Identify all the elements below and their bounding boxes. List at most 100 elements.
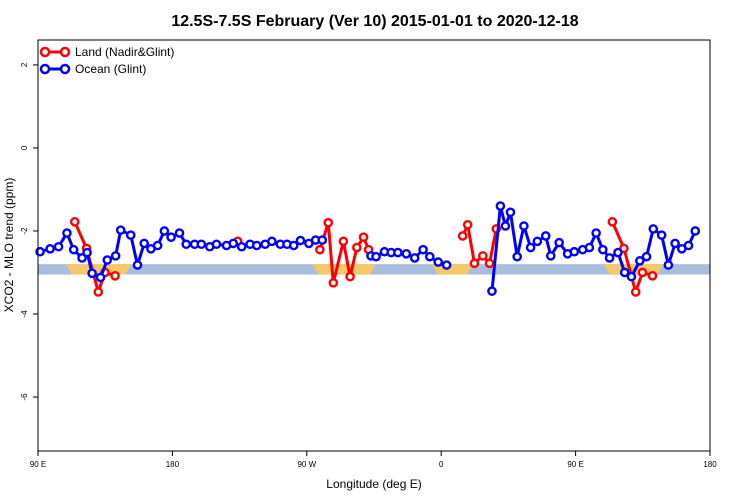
- ocean-data-point: [545, 251, 556, 261]
- ocean-data-point: [251, 240, 262, 251]
- legend-land-marker-left: [39, 46, 51, 58]
- chart-title: 12.5S-7.5S February (Ver 10) 2015-01-01 …: [171, 13, 578, 30]
- ocean-data-point: [409, 253, 420, 263]
- ocean-data-point: [604, 253, 615, 263]
- ocean-data-point: [196, 239, 207, 250]
- land-data-point: [630, 287, 641, 297]
- ocean-data-point: [288, 240, 299, 251]
- land-data-point: [637, 267, 648, 278]
- ocean-data-point: [211, 239, 222, 250]
- ocean-data-point: [115, 225, 126, 235]
- ocean-data-point: [393, 247, 403, 258]
- ocean-data-point: [670, 238, 680, 249]
- ocean-data-point: [512, 251, 522, 262]
- ocean-data-point: [648, 224, 659, 234]
- ocean-data-point: [401, 249, 412, 259]
- land-patch: [603, 264, 664, 275]
- ocean-data-point: [554, 237, 564, 248]
- land-data-point: [110, 271, 120, 281]
- ocean-data-point: [139, 238, 150, 249]
- ocean-data-point: [236, 241, 247, 252]
- x-tick-label: 0: [439, 460, 444, 469]
- land-data-point: [469, 258, 480, 269]
- x-tick-label: 90 W: [297, 460, 316, 469]
- ocean-data-point: [584, 242, 595, 253]
- ocean-data-point: [613, 247, 623, 258]
- x-tick-label: 90 E: [567, 460, 583, 469]
- ocean-data-point: [487, 286, 497, 296]
- ocean-data-point: [87, 268, 97, 279]
- ocean-data-point: [181, 239, 192, 250]
- legend-ocean-label: Ocean (Glint): [75, 62, 146, 76]
- ocean-data-point: [656, 230, 667, 240]
- ocean-series-line: [490, 204, 697, 292]
- ocean-data-point: [500, 221, 511, 231]
- ocean-data-point: [82, 247, 92, 258]
- land-data-point: [323, 217, 334, 228]
- ocean-data-point: [102, 255, 113, 265]
- ocean-data-point: [53, 241, 64, 252]
- land-data-point: [607, 217, 618, 227]
- ocean-data-point: [95, 272, 106, 283]
- y-axis-label: XCO2 - MLO trend (ppm): [2, 178, 16, 313]
- ocean-data-point: [62, 228, 72, 238]
- ocean-data-point: [371, 251, 381, 262]
- land-data-point: [484, 258, 495, 269]
- ocean-data-point: [532, 236, 543, 247]
- ocean-data-point: [228, 238, 239, 249]
- land-data-point: [345, 271, 355, 282]
- land-data-point: [647, 271, 658, 281]
- land-data-point: [93, 287, 104, 297]
- ocean-data-point: [690, 226, 701, 236]
- land-data-point: [315, 244, 325, 255]
- ocean-data-point: [45, 244, 55, 254]
- ocean-data-point: [569, 246, 580, 257]
- land-data-point: [478, 251, 488, 261]
- x-tick-label: 90 E: [30, 460, 46, 469]
- ocean-data-point: [317, 235, 328, 245]
- legend-land-label: Land (Nadir&Glint): [75, 45, 174, 59]
- ocean-data-point: [68, 244, 79, 255]
- legend: Land (Nadir&Glint) Ocean (Glint): [39, 45, 174, 76]
- land-data-point: [358, 232, 369, 242]
- ocean-data-point: [683, 240, 694, 251]
- ocean-data-point: [125, 230, 136, 240]
- land-data-point: [69, 217, 80, 227]
- ocean-data-point: [425, 251, 435, 262]
- ocean-data-point: [663, 260, 674, 270]
- land-data-point: [338, 236, 349, 247]
- ocean-data-point: [591, 228, 601, 238]
- land-patch: [312, 264, 376, 275]
- ocean-data-point: [433, 257, 444, 267]
- y-tick-label: -4: [20, 310, 29, 318]
- ocean-data-point: [441, 260, 452, 270]
- ocean-data-point: [418, 244, 428, 255]
- plot-area: [35, 201, 710, 297]
- ocean-data-point: [159, 226, 170, 236]
- ocean-band: [38, 264, 710, 275]
- ocean-data-point: [495, 201, 506, 211]
- y-tick-label: 2: [20, 62, 29, 67]
- land-data-point: [328, 278, 339, 288]
- y-tick-label: -2: [20, 227, 29, 235]
- ocean-data-point: [152, 240, 163, 251]
- land-patch: [66, 264, 132, 275]
- legend-land-marker-right: [59, 46, 71, 58]
- ocean-data-point: [174, 228, 185, 238]
- land-data-point: [462, 219, 473, 230]
- ocean-data-point: [519, 221, 529, 231]
- axes: 90 E 180 90 W 0 90 E 180 2 0 -2 -4 -6: [20, 62, 717, 469]
- plot-frame: [37, 39, 711, 452]
- ocean-data-point: [166, 232, 176, 242]
- x-axis-label: Longitude (deg E): [326, 477, 421, 491]
- ocean-data-point: [132, 260, 143, 270]
- ocean-data-point: [619, 267, 630, 278]
- ocean-data-point: [295, 235, 306, 246]
- x-tick-label: 180: [166, 460, 180, 469]
- ocean-data-point: [77, 253, 87, 263]
- ocean-data-point: [267, 236, 277, 247]
- y-tick-label: 0: [20, 145, 29, 150]
- y-tick-label: -6: [20, 393, 29, 401]
- legend-ocean-marker-left: [39, 63, 51, 75]
